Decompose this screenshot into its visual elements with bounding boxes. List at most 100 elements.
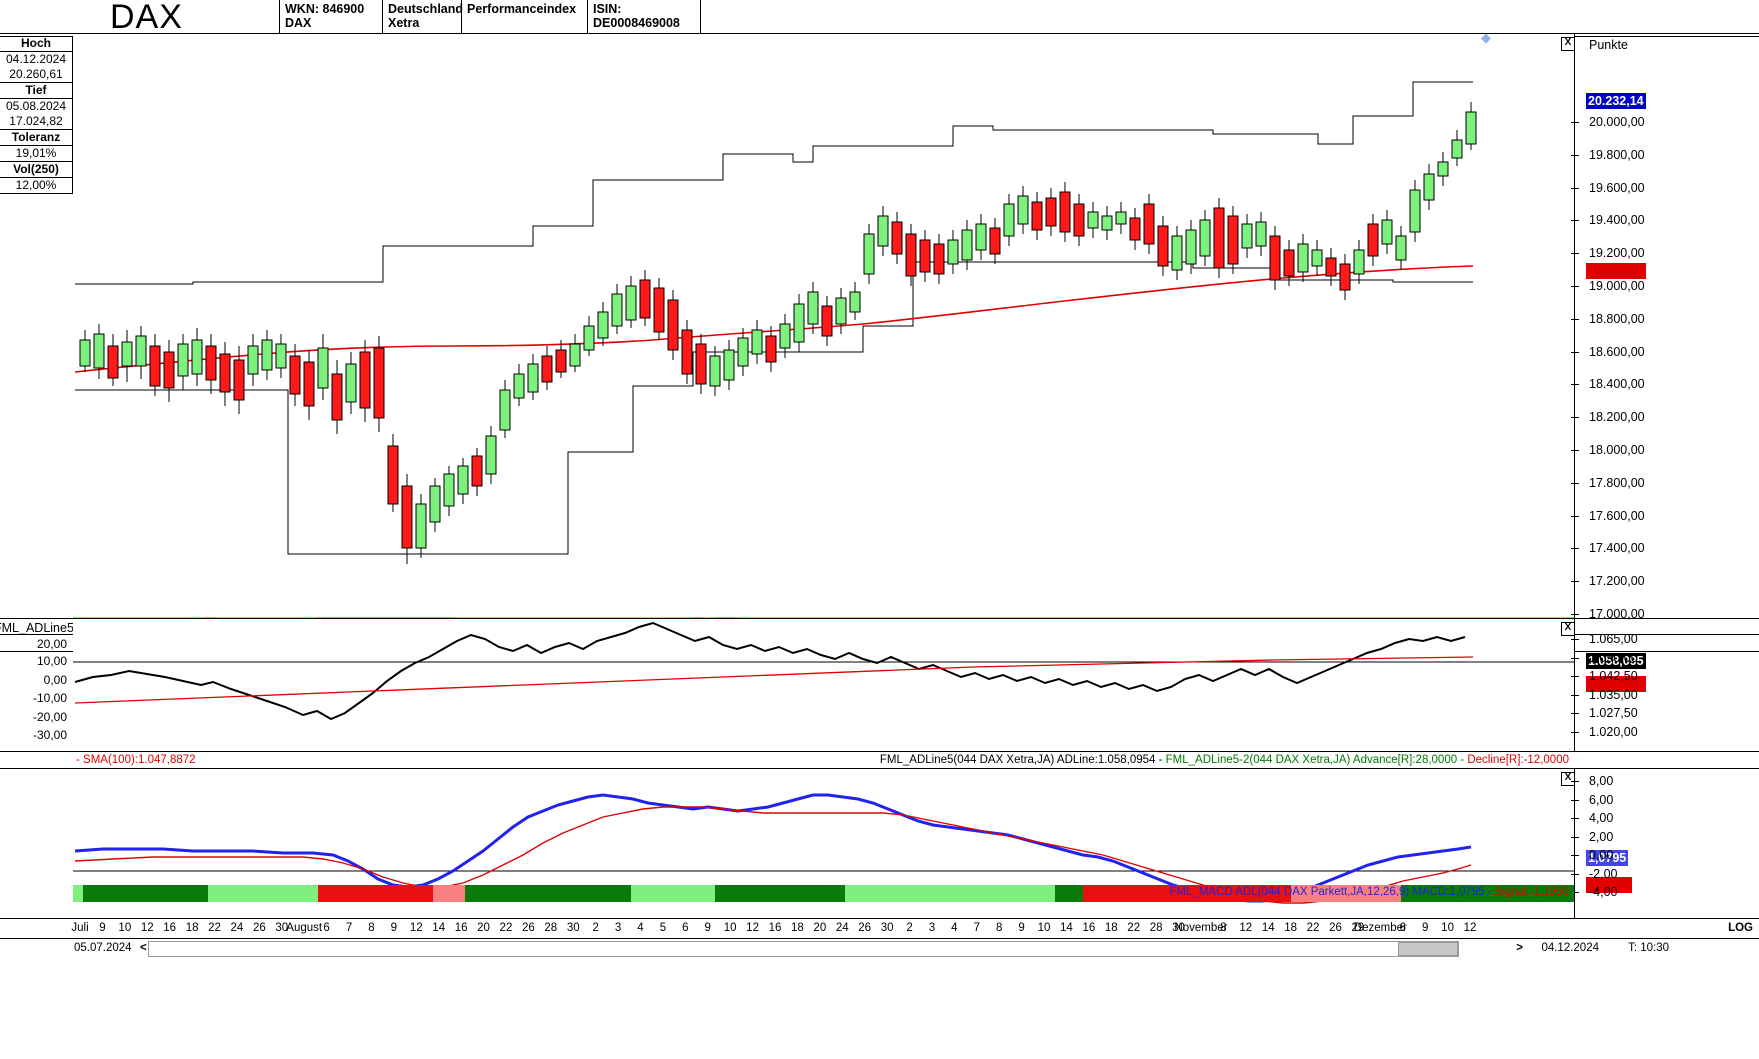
time-axis-tick-label: 6 (1399, 922, 1406, 934)
time-axis-tick-label: 30 (275, 922, 289, 934)
adline-axis-tick (1571, 657, 1579, 659)
cursor-marker-icon: ◆ (1481, 34, 1491, 45)
macd-trend-ribbon[interactable] (73, 885, 1574, 902)
scroll-left-arrow[interactable]: < (140, 942, 147, 954)
macd-indicator-panel: X 1,0795 -1,1950 8,00 6,00 4,00 2,00 0,00 -2,… (0, 768, 1759, 918)
time-axis-tick-label: 16 (163, 922, 177, 934)
macd-axis-label: 6,00 (1589, 792, 1614, 807)
ribbon-seg-down (1291, 885, 1401, 902)
macd-axis-tick (1571, 818, 1579, 819)
time-axis-tick-label: 28 (1149, 922, 1163, 934)
macd-axis-label: -2,00 (1589, 866, 1618, 881)
time-axis-tick-label: 3 (928, 922, 936, 934)
adline-legend-part-1: FML_ADLine5(044 DAX Xetra,JA) ADLine:1.0… (879, 754, 1166, 766)
meta-type: Performanceindex (461, 0, 588, 36)
adline-left-label: 20,00 (36, 637, 67, 651)
time-axis-tick-label: 24 (835, 922, 849, 934)
adline-left-scale: FML_ADLine5-2 20,00 10,00 0,00 -10,00 -20,00… (0, 619, 85, 768)
scrollbar-thumb[interactable] (1398, 942, 1458, 956)
price-chart-svg (74, 81, 1477, 564)
time-axis-tick-label: 9 (1018, 922, 1025, 934)
price-plot-area[interactable]: ◆ (73, 34, 1574, 667)
price-axis-tick (1571, 450, 1579, 451)
price-axis-label: 17.800,00 (1589, 475, 1645, 490)
ribbon-seg-strong-up (1055, 885, 1083, 902)
meta-country-line2: Xetra (388, 16, 420, 30)
adline-sma-tag: 1.047,887 (1586, 676, 1646, 692)
status-bar: 05.07.2024 < > 04.12.2024 T: 10:30 (0, 938, 1759, 957)
price-current-tag: 20.232,14 (1586, 93, 1646, 109)
adline-legend-part-2: FML_ADLine5-2(044 DAX Xetra,JA) Advance[… (1165, 754, 1468, 766)
time-axis-tick-label: 14 (1060, 922, 1073, 934)
time-axis-tick-label: 26 (252, 922, 266, 934)
ribbon-seg-up (631, 885, 715, 902)
scroll-right-arrow[interactable]: > (1516, 942, 1523, 954)
time-axis-tick-label: 10 (723, 922, 737, 934)
adline-axis-label: 1.042,50 (1589, 669, 1638, 683)
time-axis-tick-label: August (286, 922, 323, 934)
adline-left-label: 0,00 (43, 673, 67, 687)
price-axis-label: 19.200,00 (1589, 246, 1645, 261)
price-axis-tick (1571, 614, 1579, 615)
stat-hoch-date: 04.12.2024 (5, 52, 67, 66)
time-axis[interactable]: Juli 9 10 12 16 18 22 24 26 30 August 6 7 8 9 12 14 16 20 2… (0, 918, 1759, 938)
meta-wkn-line2: DAX (285, 16, 312, 30)
ribbon-seg-up (845, 885, 1055, 902)
ribbon-seg-down (433, 885, 465, 902)
price-panel-close-icon[interactable]: X (1561, 37, 1575, 51)
price-axis-tick (1571, 122, 1579, 123)
ribbon-seg-strong-up (715, 885, 845, 902)
price-axis-label: 18.600,00 (1589, 344, 1645, 359)
price-axis-tick (1571, 154, 1579, 156)
time-axis-tick-label: 4 (637, 922, 644, 934)
adline-axis[interactable]: X 1.058,095 1.047,887 1.065,00 1.050,00 1.… (1561, 619, 1759, 768)
adline-panel-close-icon[interactable]: X (1561, 622, 1575, 636)
adline-left-label: -30,00 (32, 728, 67, 742)
price-axis-tick (1571, 482, 1579, 484)
meta-isin-line1: ISIN: DE0008469008 (593, 2, 680, 30)
price-axis-label: 20.000,00 (1589, 115, 1645, 129)
time-axis-tick-label: 28 (544, 922, 558, 934)
time-axis-tick-label: 12 (1463, 922, 1477, 934)
price-axis-tick (1571, 548, 1579, 550)
meta-wkn-line1: WKN: 846900 (285, 2, 365, 16)
scale-mode-toggle[interactable]: LOG (1728, 922, 1753, 934)
macd-panel-close-icon[interactable]: X (1561, 772, 1575, 786)
stat-tief-label: Tief (0, 83, 72, 99)
price-axis-label: 18.800,00 (1589, 311, 1645, 326)
time-axis-tick-label: 24 (230, 922, 244, 934)
status-time: T: 10:30 (1628, 942, 1669, 954)
time-axis-tick-label: 2 (592, 922, 599, 934)
price-axis-label: 19.800,00 (1589, 147, 1645, 162)
time-axis-tick-label: 7 (973, 922, 980, 934)
time-axis-tick-label: 14 (1261, 922, 1275, 934)
time-axis-tick-label: 14 (432, 922, 446, 934)
price-axis-label: 19.600,00 (1589, 180, 1645, 195)
adline-chart-svg (73, 621, 1574, 721)
time-axis-tick-label: Juli (71, 922, 89, 934)
macd-axis-label: 8,00 (1589, 774, 1614, 788)
time-axis-tick-label: 9 (704, 922, 711, 934)
adline-axis-label: 1.050,00 (1589, 650, 1638, 665)
status-left-date: 05.07.2024 (74, 942, 132, 954)
adline-axis-tick (1571, 713, 1579, 714)
time-axis-tick-label: 6 (323, 922, 330, 934)
time-axis-tick-label: 29 (1351, 922, 1365, 934)
price-axis-tick (1571, 417, 1579, 419)
price-axis[interactable]: X Punkte 20.232,14 18.863,36 20.000,00 19… (1561, 34, 1759, 667)
price-axis-label: 17.200,00 (1589, 574, 1645, 589)
price-axis-label: 18.400,00 (1589, 377, 1645, 392)
adline-plot-area[interactable] (73, 619, 1574, 768)
time-axis-tick-label: 18 (791, 922, 804, 934)
time-axis-tick-label: 26 (1329, 922, 1342, 934)
horizontal-scrollbar[interactable] (148, 941, 1459, 957)
status-right-date: 04.12.2024 (1541, 942, 1599, 954)
adline-legend-bar: - SMA(100):1.047,8872 FML_ADLine5(044 DA… (0, 751, 1759, 769)
adline-axis-tick (1571, 639, 1579, 640)
adline-left-label: -10,00 (32, 691, 67, 705)
macd-signal-tag: -1,1950 (1586, 877, 1633, 893)
macd-axis[interactable]: X 1,0795 -1,1950 8,00 6,00 4,00 2,00 0,00 -2,… (1561, 769, 1759, 918)
time-axis-tick-label: 22 (1127, 922, 1141, 934)
meta-wkn: WKN: 846900 DAX (279, 0, 383, 36)
price-axis-tick (1571, 253, 1579, 255)
